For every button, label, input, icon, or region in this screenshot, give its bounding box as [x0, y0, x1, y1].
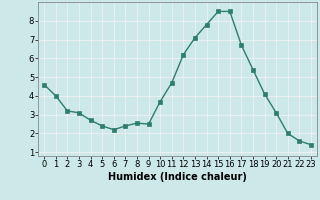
X-axis label: Humidex (Indice chaleur): Humidex (Indice chaleur) — [108, 172, 247, 182]
